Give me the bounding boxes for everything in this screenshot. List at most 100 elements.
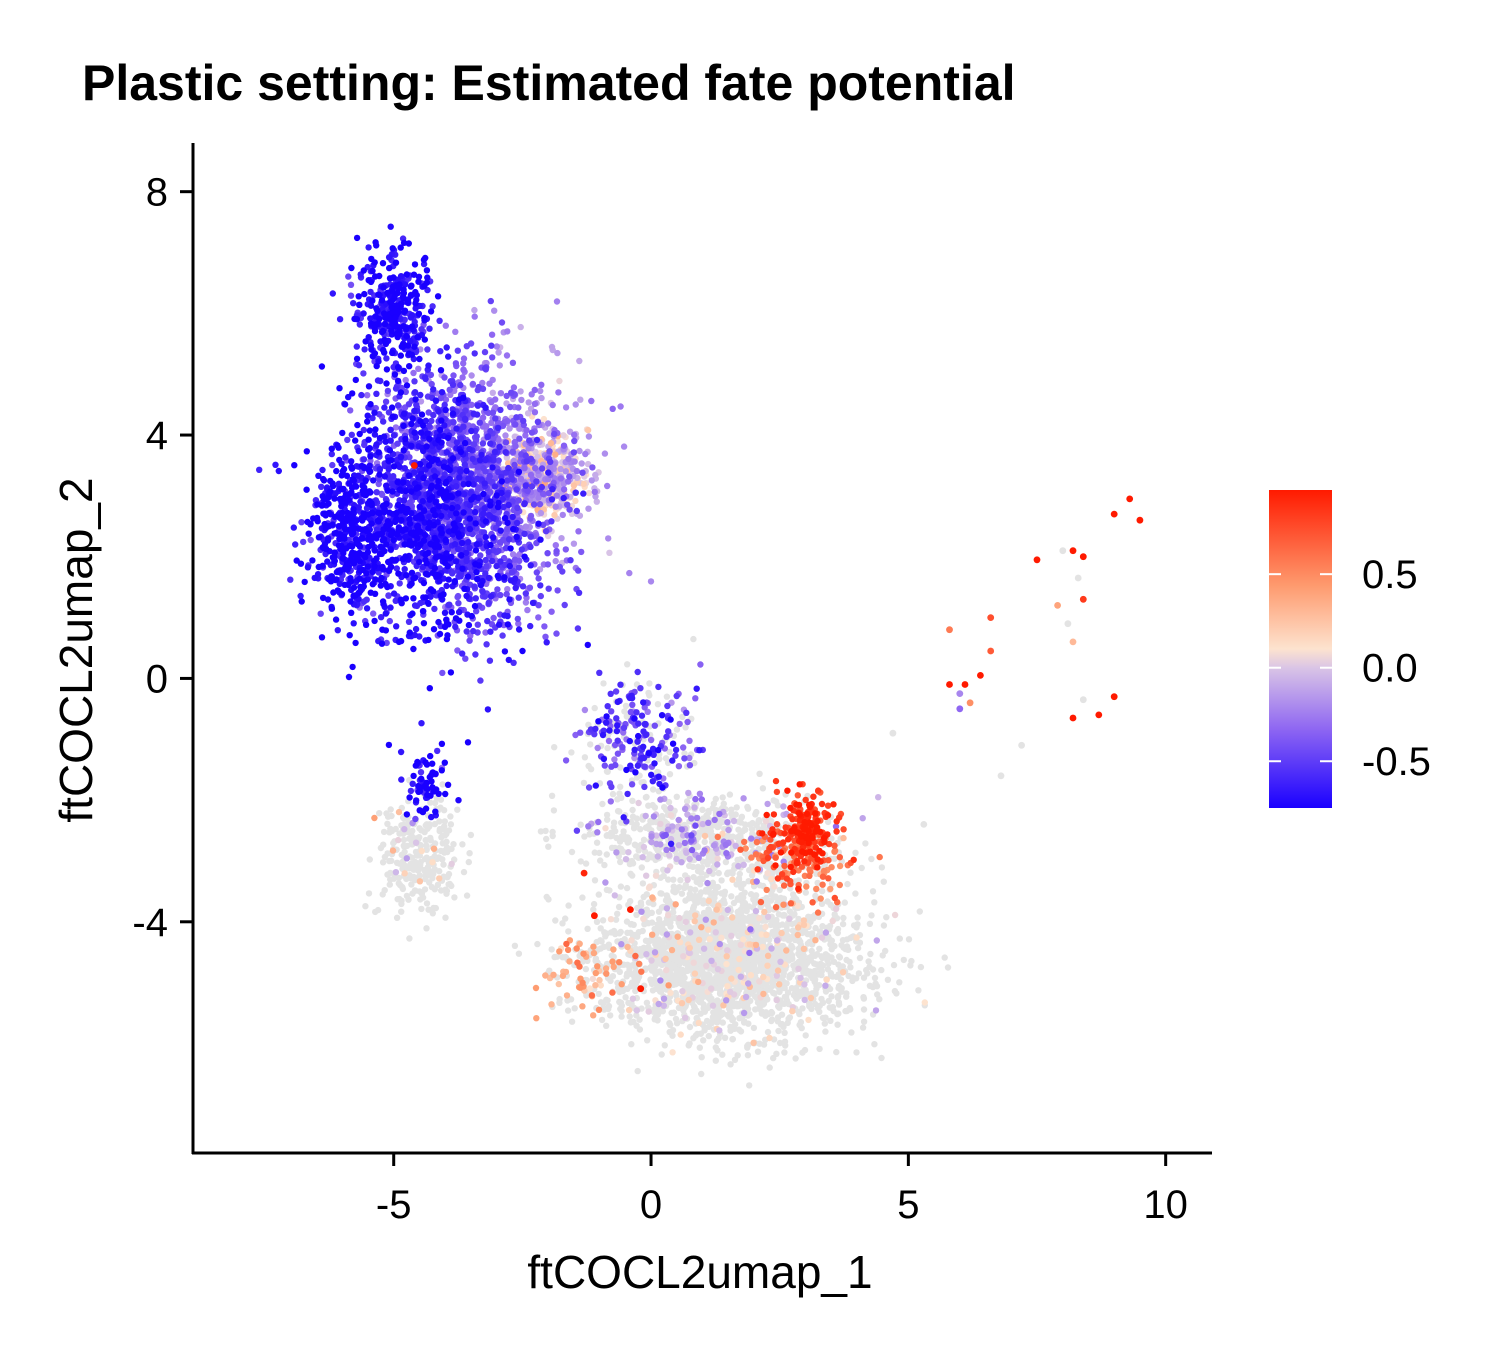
cell-point — [614, 750, 622, 757]
cell-point — [542, 827, 549, 835]
cell-point — [740, 795, 747, 802]
cell-point — [712, 929, 719, 936]
cell-point — [730, 817, 738, 825]
cell-point — [811, 976, 819, 983]
cell-point — [559, 920, 566, 927]
cell-point — [509, 448, 516, 455]
cell-point — [727, 869, 734, 876]
cell-point — [774, 1014, 782, 1021]
cell-point — [577, 858, 584, 865]
cell-point — [603, 851, 610, 858]
cell-point — [388, 857, 395, 864]
cell-point — [813, 885, 820, 893]
cell-point — [905, 936, 913, 943]
cell-point — [668, 946, 676, 954]
cell-point — [542, 972, 549, 979]
cell-point — [630, 921, 637, 928]
cell-point — [727, 988, 734, 996]
cell-point — [559, 972, 567, 980]
cell-point — [441, 374, 448, 381]
cell-point — [666, 748, 673, 756]
cell-point — [395, 874, 402, 882]
cell-point — [398, 908, 405, 915]
cell-point — [883, 914, 890, 921]
cell-point — [629, 797, 636, 804]
cell-point — [852, 849, 859, 856]
cell-point — [654, 1017, 661, 1024]
cell-point — [516, 435, 523, 442]
cell-point — [705, 819, 712, 826]
cell-point — [562, 468, 569, 475]
cell-point — [825, 997, 832, 1005]
cell-point — [663, 846, 670, 854]
cell-point — [641, 921, 648, 928]
cell-point — [607, 916, 615, 923]
cell-point — [776, 981, 783, 988]
cell-point — [544, 420, 552, 427]
cell-point — [646, 910, 653, 917]
cell-point — [731, 1056, 739, 1064]
cell-point — [941, 954, 948, 961]
cell-point — [587, 741, 594, 748]
chart-title: Plastic setting: Estimated fate potentia… — [82, 55, 1016, 111]
cell-point — [525, 399, 532, 406]
cell-point — [672, 901, 679, 908]
cell-point — [808, 1005, 815, 1013]
cell-point — [557, 475, 565, 482]
cell-point — [878, 1054, 885, 1062]
cell-point — [578, 460, 585, 467]
cell-point — [586, 831, 593, 838]
cell-point — [423, 925, 430, 932]
cell-point — [575, 528, 582, 535]
cell-point — [699, 820, 706, 828]
cell-point — [665, 982, 672, 989]
cell-point — [766, 1064, 773, 1071]
cell-point — [768, 875, 775, 883]
cell-point — [588, 397, 595, 405]
cell-point — [611, 892, 618, 899]
cell-point — [756, 967, 764, 974]
cell-point — [609, 958, 616, 965]
cell-point — [762, 1012, 769, 1019]
cell-point — [657, 820, 664, 828]
cell-point — [819, 1014, 827, 1022]
cell-point — [544, 561, 552, 568]
cell-point — [891, 987, 899, 995]
cell-point — [773, 996, 780, 1004]
cell-point — [483, 423, 490, 430]
cell-point — [865, 958, 872, 965]
cell-point — [558, 535, 565, 542]
cell-point — [432, 904, 439, 912]
cell-point — [585, 489, 593, 497]
cell-point — [721, 1034, 729, 1042]
cell-point — [580, 779, 588, 787]
cell-point — [418, 847, 425, 855]
cell-point — [545, 896, 552, 903]
cell-point — [423, 900, 431, 907]
cell-point — [764, 800, 771, 808]
cell-point — [679, 988, 686, 995]
cell-point — [560, 442, 568, 449]
cell-point — [718, 934, 725, 941]
cell-point — [776, 1039, 784, 1047]
cell-point — [667, 1021, 674, 1028]
cell-point — [764, 870, 771, 877]
cell-point — [651, 722, 658, 729]
cell-point — [854, 944, 862, 952]
cell-point — [766, 1034, 773, 1042]
cell-point — [538, 394, 545, 402]
cell-point — [728, 932, 735, 939]
cell-point — [673, 992, 680, 999]
cell-point — [746, 1082, 753, 1089]
cell-point — [692, 886, 699, 893]
cell-point — [818, 934, 826, 941]
cell-point — [616, 968, 623, 976]
cell-point — [725, 826, 732, 834]
cell-point — [579, 979, 586, 986]
cell-point — [410, 369, 417, 377]
cell-point — [806, 954, 813, 961]
cell-point — [719, 1051, 726, 1058]
cell-point — [729, 833, 736, 840]
cell-point — [576, 447, 583, 455]
cell-point — [710, 842, 718, 849]
